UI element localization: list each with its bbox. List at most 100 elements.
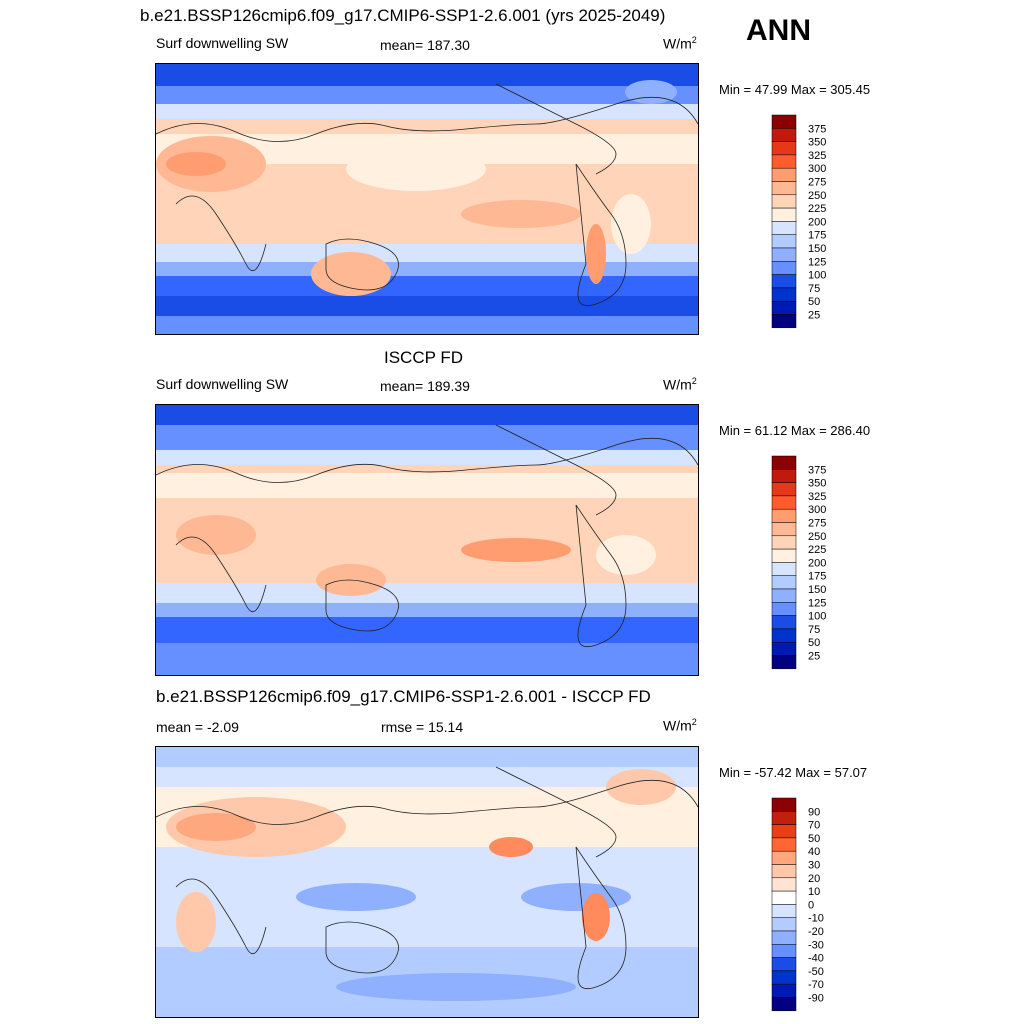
colorbar-bin bbox=[771, 247, 797, 262]
colorbar-tick-label: 250 bbox=[808, 190, 826, 202]
colorbar-tick-label: 200 bbox=[808, 557, 826, 569]
colorbar-bin bbox=[771, 261, 797, 275]
panel3-map bbox=[155, 746, 699, 1018]
panel3-title: b.e21.BSSP126cmip6.f09_g17.CMIP6-SSP1-2.… bbox=[156, 687, 651, 706]
colorbar-tick-label: 250 bbox=[808, 531, 826, 543]
colorbar-bin bbox=[771, 930, 797, 945]
colorbar-tick-label: 50 bbox=[808, 833, 820, 845]
colorbar-tick-label: -50 bbox=[808, 966, 824, 978]
panel2-variable-label: Surf downwelling SW bbox=[156, 376, 289, 392]
colorbar-bin bbox=[771, 562, 797, 576]
colorbar-bin bbox=[771, 588, 797, 603]
panel1-minmax: Min = 47.99 Max = 305.45 bbox=[719, 82, 871, 97]
colorbar-bin bbox=[771, 957, 797, 972]
colorbar-tick-label: 200 bbox=[808, 216, 826, 228]
colorbar-bin bbox=[771, 837, 797, 852]
colorbar-bin bbox=[771, 522, 797, 537]
colorbar-bin bbox=[771, 944, 797, 958]
colorbar-tick-label: 375 bbox=[808, 464, 826, 476]
colorbar-tick-label: 30 bbox=[808, 860, 820, 872]
colorbar-tick-label: 20 bbox=[808, 873, 820, 885]
panel2-units: W/m2 bbox=[663, 376, 697, 393]
colorbar-tick-label: 125 bbox=[808, 256, 826, 268]
panel1-mean-label: mean= 187.30 bbox=[380, 37, 470, 53]
colorbar-bin bbox=[771, 850, 797, 865]
colorbar-bin bbox=[771, 469, 797, 483]
panel1-field bbox=[156, 64, 698, 334]
colorbar-tick-label: 100 bbox=[808, 611, 826, 623]
panel2-mean-label: mean= 189.39 bbox=[380, 378, 470, 394]
panel2-minmax: Min = 61.12 Max = 286.40 bbox=[719, 423, 871, 438]
panel3-mean-label: mean = -2.09 bbox=[156, 719, 239, 735]
colorbar-bin bbox=[771, 194, 797, 209]
colorbar-tick-label: 175 bbox=[808, 230, 826, 242]
colorbar-bin bbox=[771, 983, 797, 998]
colorbar-tick-label: 150 bbox=[808, 243, 826, 255]
colorbar-tick-label: -40 bbox=[808, 953, 824, 965]
panel3-colorbar: 90 70 50 40 30 20 10 0 -10 -20 -30 -40 -50 -70 -90 bbox=[771, 797, 832, 1012]
colorbar-bin bbox=[771, 221, 797, 235]
colorbar-tick-label: 350 bbox=[808, 478, 826, 490]
colorbar-bin bbox=[771, 274, 797, 289]
colorbar-bin bbox=[771, 917, 797, 932]
colorbar-bin bbox=[771, 628, 797, 643]
colorbar-tick-label: 150 bbox=[808, 584, 826, 596]
colorbar-tick-label: -70 bbox=[808, 979, 824, 991]
colorbar-bin bbox=[771, 864, 797, 879]
colorbar-bin bbox=[771, 234, 797, 249]
panel2-title: ISCCP FD bbox=[384, 348, 464, 367]
colorbar-bin bbox=[771, 207, 797, 222]
colorbar-tick-label: -10 bbox=[808, 913, 824, 925]
colorbar-bin bbox=[771, 797, 797, 812]
panel3-units: W/m2 bbox=[663, 717, 697, 734]
panel2-map bbox=[155, 404, 699, 676]
colorbar-bin bbox=[771, 655, 797, 670]
colorbar-tick-label: 100 bbox=[808, 270, 826, 282]
colorbar-tick-label: 50 bbox=[808, 296, 820, 308]
panel3-field bbox=[156, 747, 698, 1017]
colorbar-tick-label: 125 bbox=[808, 597, 826, 609]
colorbar-bin bbox=[771, 287, 797, 302]
panel2-colorbar: 375 350 325 300 275 250 225 200 175 150 125 100 75 50… bbox=[771, 455, 832, 670]
colorbar-tick-label: -30 bbox=[808, 939, 824, 951]
season-label: ANN bbox=[746, 14, 811, 47]
colorbar-bin bbox=[771, 904, 797, 918]
colorbar-bin bbox=[771, 181, 797, 196]
colorbar-tick-label: 75 bbox=[808, 624, 820, 636]
colorbar-tick-label: 90 bbox=[808, 806, 820, 818]
colorbar-bin bbox=[771, 154, 797, 169]
colorbar-bin bbox=[771, 535, 797, 550]
colorbar-bin bbox=[771, 877, 797, 892]
colorbar-bin bbox=[771, 495, 797, 510]
colorbar-tick-label: 300 bbox=[808, 163, 826, 175]
colorbar-bin bbox=[771, 575, 797, 590]
colorbar-bin bbox=[771, 548, 797, 563]
colorbar-tick-label: 175 bbox=[808, 571, 826, 583]
colorbar-bin bbox=[771, 824, 797, 839]
colorbar-bin bbox=[771, 167, 797, 182]
colorbar-tick-label: 25 bbox=[808, 310, 820, 322]
colorbar-tick-label: 325 bbox=[808, 491, 826, 503]
colorbar-bin bbox=[771, 300, 797, 315]
colorbar-bin bbox=[771, 890, 797, 905]
colorbar-tick-label: 275 bbox=[808, 177, 826, 189]
colorbar-bin bbox=[771, 615, 797, 630]
colorbar-tick-label: 0 bbox=[808, 899, 814, 911]
colorbar-bin bbox=[771, 114, 797, 129]
colorbar-tick-label: -20 bbox=[808, 926, 824, 938]
panel1-variable-label: Surf downwelling SW bbox=[156, 35, 289, 51]
colorbar-tick-label: 25 bbox=[808, 651, 820, 663]
colorbar-tick-label: 70 bbox=[808, 820, 820, 832]
colorbar-bin bbox=[771, 141, 797, 156]
colorbar-bin bbox=[771, 997, 797, 1012]
colorbar-bin bbox=[771, 970, 797, 985]
colorbar-tick-label: -90 bbox=[808, 993, 824, 1005]
panel3-minmax: Min = -57.42 Max = 57.07 bbox=[719, 765, 868, 780]
colorbar-tick-label: 350 bbox=[808, 137, 826, 149]
panel1-colorbar: 375 350 325 300 275 250 225 200 175 150 125 100 75 50… bbox=[771, 114, 832, 329]
colorbar-tick-label: 225 bbox=[808, 544, 826, 556]
panel3-rmse-label: rmse = 15.14 bbox=[381, 719, 464, 735]
colorbar-bin bbox=[771, 508, 797, 523]
colorbar-tick-label: 275 bbox=[808, 518, 826, 530]
colorbar-bin bbox=[771, 482, 797, 497]
